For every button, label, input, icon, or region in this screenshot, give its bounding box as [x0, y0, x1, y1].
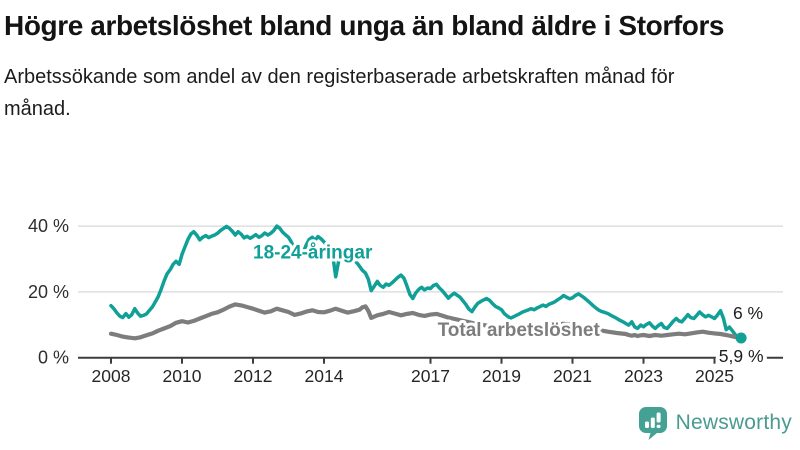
series-line-youth: [109, 224, 743, 340]
brand-footer: Newsworthy: [638, 406, 792, 440]
y-axis-tick-label: 40 %: [28, 216, 69, 236]
series-end-dot: [735, 332, 747, 344]
x-axis-tick-label: 2010: [163, 366, 202, 386]
x-axis-tick-label: 2023: [624, 366, 663, 386]
x-axis-tick-label: 2021: [553, 366, 592, 386]
newsworthy-logo-icon: [638, 407, 667, 440]
chart-title: Högre arbetslöshet bland unga än bland ä…: [4, 10, 725, 41]
x-axis-tick-label: 2014: [305, 366, 344, 386]
value-label-youth: 6 %: [733, 303, 763, 323]
x-axis-tick-label: 2008: [92, 366, 131, 386]
value-label-total: 5,9 %: [719, 346, 764, 366]
series-label-youth: 18-24-åringar: [253, 243, 373, 264]
x-axis-tick-label: 2012: [234, 366, 273, 386]
chart-subtitle: Arbetssökande som andel av den registerb…: [4, 66, 675, 121]
y-axis-tick-label: 20 %: [28, 282, 69, 302]
chart-header: Högre arbetslöshet bland unga än bland ä…: [0, 0, 800, 125]
x-axis-tick-label: 2017: [411, 366, 450, 386]
y-axis-tick-label: 0 %: [38, 348, 69, 368]
brand-name: Newsworthy: [675, 411, 792, 434]
x-axis-tick-label: 2025: [695, 366, 734, 386]
x-axis-tick-label: 2019: [482, 366, 521, 386]
series-label-total: Total arbetslöshet: [438, 320, 601, 341]
series-line-total: [108, 302, 744, 341]
